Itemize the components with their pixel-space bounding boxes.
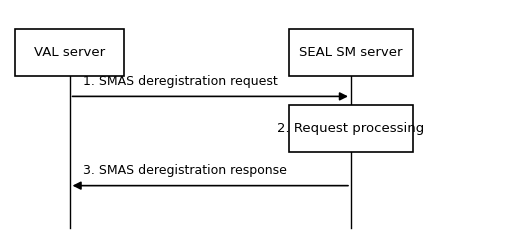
Text: VAL server: VAL server (34, 46, 105, 59)
Text: 1. SMAS deregistration request: 1. SMAS deregistration request (83, 75, 277, 88)
Text: 2. Request processing: 2. Request processing (277, 122, 425, 135)
Text: 3. SMAS deregistration response: 3. SMAS deregistration response (83, 164, 286, 177)
Text: SEAL SM server: SEAL SM server (299, 46, 402, 59)
FancyBboxPatch shape (15, 29, 124, 76)
FancyBboxPatch shape (289, 105, 413, 152)
FancyBboxPatch shape (289, 29, 413, 76)
